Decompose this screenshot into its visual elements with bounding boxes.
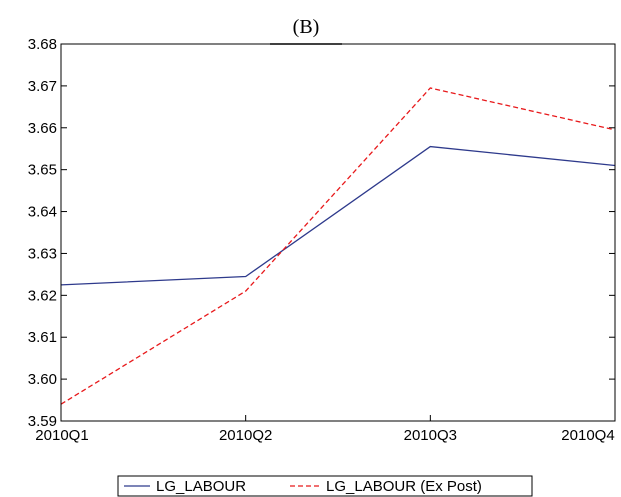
y-axis: 3.59 3.60 3.61 3.62 3.63 3.64 3.65 3.66 3.67 3.68 [28, 36, 615, 430]
y-tick-label: 3.61 [28, 329, 57, 346]
series-line-1 [60, 145, 616, 286]
chart-title: (B) [293, 16, 320, 38]
y-tick-label: 3.67 [28, 78, 57, 95]
x-tick-label: 2010Q4 [561, 427, 614, 444]
y-tick-label: 3.63 [28, 245, 57, 262]
series-line-2 [60, 87, 616, 405]
y-tick-label: 3.68 [28, 36, 57, 53]
x-tick-label: 2010Q1 [35, 427, 88, 444]
y-tick-label: 3.66 [28, 120, 57, 137]
y-tick-label: 3.59 [28, 413, 57, 430]
x-axis: 2010Q1 2010Q2 2010Q3 2010Q4 [35, 415, 616, 444]
x-tick-label: 2010Q2 [219, 427, 272, 444]
legend-label-2: LG_LABOUR (Ex Post) [326, 478, 482, 495]
legend-label-1: LG_LABOUR [156, 478, 246, 495]
y-tick-label: 3.60 [28, 371, 57, 388]
legend-box [117, 475, 533, 497]
plot-series [60, 87, 616, 405]
chart-legend: LG_LABOUR LG_LABOUR (Ex Post) [117, 475, 533, 497]
plot-area-frame [60, 43, 616, 422]
y-tick-label: 3.64 [28, 204, 57, 221]
x-tick-label: 2010Q3 [404, 427, 457, 444]
y-tick-label: 3.65 [28, 162, 57, 179]
y-tick-label: 3.62 [28, 287, 57, 304]
